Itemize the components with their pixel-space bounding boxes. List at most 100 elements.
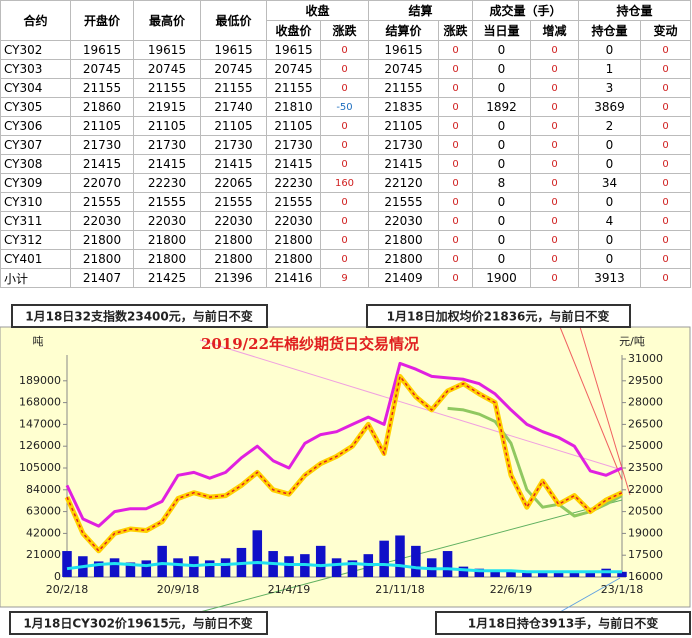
header-cell: 结算 — [368, 0, 473, 21]
table-cell: 21155 — [266, 78, 321, 98]
table-cell: 0 — [578, 154, 641, 174]
table-cell: 22070 — [70, 173, 134, 193]
note-box — [366, 304, 631, 328]
table-cell: 0 — [438, 173, 473, 193]
table-cell: 小计 — [0, 268, 71, 288]
table-cell: 22230 — [266, 173, 321, 193]
header-cell: 成交量（手） — [472, 0, 579, 21]
y-tick-label: 0 — [54, 570, 61, 583]
table-cell: 21155 — [368, 78, 439, 98]
table-cell: 21155 — [70, 78, 134, 98]
table-cell: 21415 — [200, 154, 267, 174]
table-cell: 19615 — [200, 40, 267, 60]
table-cell: 21835 — [368, 97, 439, 117]
table-cell: CY312 — [0, 230, 71, 250]
table-cell: 0 — [530, 230, 579, 250]
table-cell: 0 — [320, 116, 369, 136]
volume-bar — [62, 551, 72, 577]
volume-bar — [347, 560, 358, 577]
volume-bar — [458, 566, 469, 577]
table-cell: CY306 — [0, 116, 71, 136]
table-cell: 21155 — [133, 78, 201, 98]
table-cell: 21407 — [70, 268, 134, 288]
volume-bar — [442, 551, 453, 577]
volume-bar — [411, 545, 421, 577]
volume-bar — [220, 558, 231, 577]
table-cell: 21800 — [266, 230, 321, 250]
table-cell: 3 — [578, 78, 641, 98]
table-cell: 0 — [320, 249, 369, 269]
table-cell: 19615 — [133, 40, 201, 60]
table-cell: 21730 — [70, 135, 134, 155]
header-cell: 合约 — [0, 0, 71, 41]
header-cell: 涨跌 — [438, 20, 473, 41]
table-cell: 0 — [472, 192, 531, 212]
table-cell: 0 — [640, 192, 691, 212]
table-row: CY305 21860 21915 21740 21810 -50 21835 0 1892 0 3… — [0, 97, 691, 117]
volume-bar — [315, 545, 326, 577]
table-cell: CY305 — [0, 97, 71, 117]
table-cell: 0 — [472, 40, 531, 60]
table-cell: -50 — [320, 97, 369, 117]
volume-bar — [284, 556, 294, 577]
volume-bar — [379, 540, 389, 577]
table-cell: 0 — [472, 78, 531, 98]
y-axis-label: 吨 — [33, 335, 44, 348]
table-cell: 4 — [578, 211, 641, 231]
y2-tick-label: 17500 — [628, 548, 663, 561]
connector — [559, 577, 621, 613]
volume-bar — [490, 570, 500, 577]
note: 1月18日持仓3913手，与前日不变 — [468, 616, 658, 631]
table-cell: 21555 — [70, 192, 134, 212]
table-cell: 0 — [530, 59, 579, 79]
note-box — [11, 304, 268, 328]
volume-bar — [553, 570, 564, 577]
table-cell: 21730 — [266, 135, 321, 155]
volume-bar — [93, 561, 104, 577]
table-row: CY312 21800 21800 21800 21800 0 21800 0 0 0 0 0 — [0, 230, 691, 250]
connector — [559, 326, 623, 481]
table-cell: 21800 — [368, 249, 439, 269]
table-cell: 21740 — [200, 97, 267, 117]
table-cell: 21800 — [368, 230, 439, 250]
table-cell: 0 — [640, 97, 691, 117]
table-cell: 0 — [578, 249, 641, 269]
header-cell: 最高价 — [133, 0, 201, 41]
table-cell: 0 — [472, 249, 531, 269]
table-cell: 21415 — [266, 154, 321, 174]
y-tick-label: 105000 — [19, 461, 61, 474]
table-cell: 0 — [530, 211, 579, 231]
header-cell: 增减 — [530, 20, 579, 41]
table-cell: 0 — [438, 135, 473, 155]
volume-bar — [522, 571, 532, 577]
volume-bar — [617, 571, 627, 577]
series-line — [66, 561, 622, 574]
table-cell: 0 — [530, 192, 579, 212]
volume-bar — [125, 562, 136, 577]
header-cell: 最低价 — [200, 0, 267, 41]
table-cell: 21105 — [200, 116, 267, 136]
table-cell: 22030 — [368, 211, 439, 231]
table-cell: 21800 — [133, 230, 201, 250]
y-tick-label: 21000 — [26, 548, 61, 561]
table-cell: 21800 — [200, 230, 267, 250]
table-cell: 21555 — [266, 192, 321, 212]
series-line — [65, 361, 623, 528]
table-cell: 21555 — [368, 192, 439, 212]
table-cell: 0 — [438, 59, 473, 79]
y2-tick-label: 22000 — [628, 483, 663, 496]
table-cell: 160 — [320, 173, 369, 193]
connector — [199, 499, 623, 613]
y2-tick-label: 23500 — [628, 461, 663, 474]
table-cell: 0 — [472, 116, 531, 136]
header-cell: 结算价 — [368, 20, 439, 41]
table-cell: 21415 — [133, 154, 201, 174]
table-cell: 21730 — [368, 135, 439, 155]
table-cell: 1892 — [472, 97, 531, 117]
table-cell: 0 — [438, 249, 473, 269]
table-cell: 21800 — [133, 249, 201, 269]
header-cell: 收盘价 — [266, 20, 321, 41]
table-cell: 21860 — [70, 97, 134, 117]
table-cell: 0 — [578, 135, 641, 155]
table-cell: 0 — [472, 230, 531, 250]
